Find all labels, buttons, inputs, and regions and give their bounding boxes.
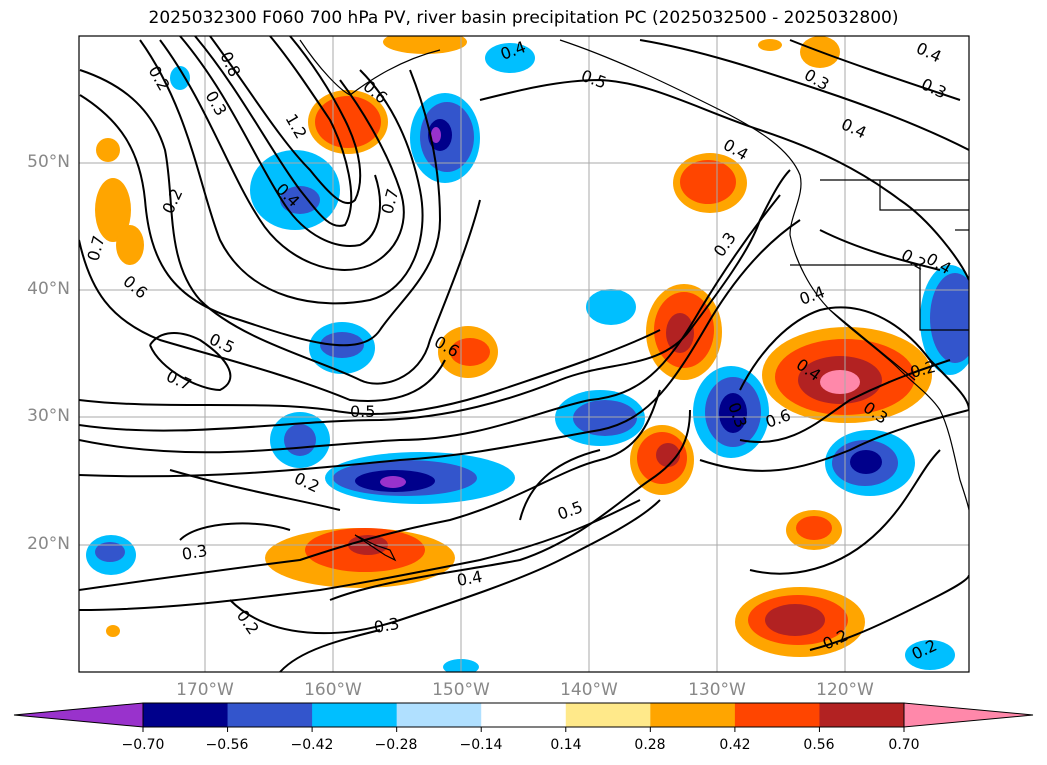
contour-label: 1.2	[282, 111, 311, 143]
lon-label: 130°W	[688, 680, 746, 700]
lon-label: 170°W	[176, 680, 234, 700]
contour-label: 0.3	[180, 541, 208, 564]
colorbar-cell	[312, 703, 398, 727]
contour-label: 0.5	[350, 402, 375, 421]
contour-label: 0.7	[163, 366, 194, 394]
colorbar-extend-high	[903, 702, 1034, 728]
lat-label: 30°N	[27, 406, 70, 426]
contour-label: 0.6	[119, 272, 151, 303]
contour-label: 0.4	[913, 38, 944, 66]
blob-neg-10	[586, 289, 636, 325]
colorbar-tick-label: 0.70	[888, 737, 920, 753]
contour-label: 0.4	[455, 567, 483, 590]
map-frame	[78, 35, 970, 673]
blob-pos-5	[630, 425, 694, 495]
contour-label: 0.3	[801, 65, 833, 94]
colorbar-tick-label: −0.42	[290, 737, 334, 753]
colorbar-tick-label: −0.70	[121, 737, 165, 753]
colorbar-cell	[650, 703, 736, 727]
pv-contours	[79, 36, 969, 672]
colorbar-cell	[734, 703, 820, 727]
contour-label: 0.2	[158, 186, 186, 217]
colorbar-tick-label: 0.42	[719, 737, 751, 753]
colorbar-cell	[396, 703, 482, 727]
colorbar-extend-low	[13, 702, 144, 728]
blob-neg-12	[170, 43, 955, 672]
blob-pos-2	[673, 153, 747, 213]
blob-pos-8	[438, 326, 498, 378]
colorbar-tick-label: −0.56	[205, 737, 249, 753]
graticule	[79, 36, 969, 672]
blob-neg-1	[410, 93, 480, 183]
lon-label: 140°W	[560, 680, 618, 700]
blob-pos-7	[735, 587, 865, 657]
lat-label: 50°N	[27, 152, 70, 172]
lat-label: 40°N	[27, 279, 70, 299]
contour-label: 0.5	[555, 497, 585, 524]
contour-label: 0.2	[233, 606, 263, 638]
blob-neg-4	[270, 412, 330, 468]
contour-label: 0.4	[838, 114, 869, 142]
chart-title: 2025032300 F060 700 hPa PV, river basin …	[148, 8, 899, 28]
blob-neg-7	[693, 366, 769, 458]
blob-neg-9	[920, 265, 969, 375]
colorbar-frame	[142, 702, 905, 728]
blob-pos-9	[786, 510, 842, 550]
contour-label: 0.2	[291, 468, 322, 496]
lon-label: 160°W	[304, 680, 362, 700]
contour-label: 0.2	[898, 245, 930, 274]
colorbar-cell	[819, 703, 905, 727]
blob-neg-5	[325, 452, 515, 504]
blob-neg-3	[309, 322, 375, 374]
contour-label: 0.8	[216, 49, 244, 80]
blob-pos-1	[308, 90, 388, 154]
colorbar-cell	[227, 703, 313, 727]
contour-label: 0.5	[579, 66, 609, 93]
colorbar-tick-label: 0.28	[634, 737, 666, 753]
colorbar-tick-label: −0.28	[374, 737, 418, 753]
colorbar-tick-label: −0.14	[459, 737, 503, 753]
precip-shading: 0.2 0.8 0.3 1.2 0.6 0.4 0.7 0.2 0.7 0.6 …	[79, 36, 969, 672]
contour-label: 0.3	[372, 614, 400, 637]
blob-pos-6	[265, 528, 455, 588]
contour-label: 0.5	[206, 329, 237, 357]
colorbar-cell	[565, 703, 651, 727]
colorbar-tick-label: 0.14	[550, 737, 582, 753]
colorbar	[13, 702, 1034, 732]
lat-label: 20°N	[27, 534, 70, 554]
contour-label: 0.7	[378, 187, 403, 217]
contour-label: 0.4	[797, 282, 827, 309]
colorbar-cell	[143, 703, 229, 727]
lon-label: 120°W	[816, 680, 874, 700]
contour-label: 0.7	[84, 234, 109, 264]
colorbar-tick-label: 0.56	[803, 737, 835, 753]
lon-label: 150°W	[432, 680, 490, 700]
contour-label: 0.3	[918, 74, 949, 102]
blob-neg-11	[86, 535, 136, 575]
colorbar-cell	[481, 703, 567, 727]
